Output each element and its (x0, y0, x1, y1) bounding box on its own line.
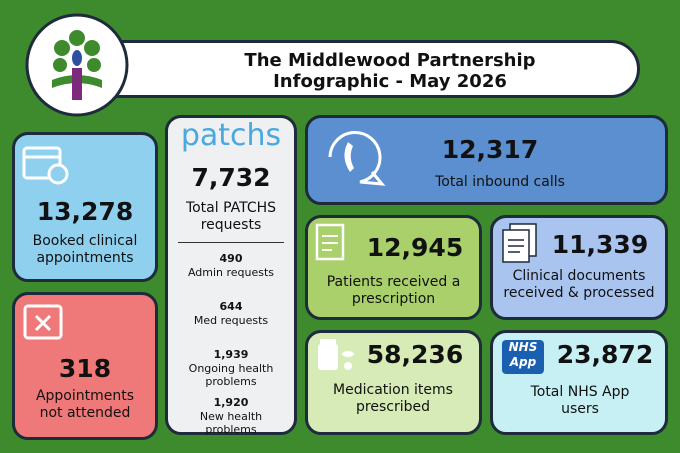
dna-card (12, 292, 158, 440)
booked-value: 13,278 (36, 197, 134, 226)
documents-label: Clinical documents received & processed (503, 268, 655, 301)
medication-icon (318, 339, 354, 370)
divider (178, 242, 284, 243)
prescription-value: 12,945 (366, 233, 464, 262)
prescription-card (305, 215, 482, 320)
patchs-item-label: Ongoing health problems (188, 362, 274, 388)
dna-value: 318 (58, 354, 112, 383)
prescription-icon (315, 223, 345, 261)
title: The Middlewood Partnership Infographic -… (140, 50, 640, 92)
patchs-item-label: Med requests (193, 314, 269, 327)
booked-card (12, 132, 158, 282)
header (40, 40, 640, 98)
patchs-card (165, 115, 297, 435)
patchs-item-label: Admin requests (187, 266, 275, 279)
cancel-icon (23, 304, 63, 340)
patchs-logo: patchs (180, 118, 282, 153)
nhsapp-label: Total NHS App users (530, 384, 630, 417)
title-line: The Middlewood Partnership (244, 50, 536, 71)
documents-card (490, 215, 668, 320)
calendar-icon (22, 146, 69, 185)
prescription-label: Patients received a prescription (326, 274, 461, 307)
medication-label: Medication items prescribed (333, 382, 453, 415)
dna-label: Appointments not attended (35, 388, 135, 421)
patchs-item-value: 644 (219, 300, 243, 313)
patchs-item-value: 1,939 (213, 348, 249, 361)
calls-value: 12,317 (441, 135, 539, 164)
calls-label: Total inbound calls (435, 174, 565, 190)
patchs-item-value: 490 (219, 252, 243, 265)
documents-icon (502, 223, 537, 263)
patchs-item-value: 1,920 (213, 396, 249, 409)
logo (25, 13, 129, 117)
calls-card (305, 115, 668, 205)
patchs-label: Total PATCHS requests (185, 200, 277, 233)
medication-value: 58,236 (366, 340, 464, 369)
badge-text: NHS (508, 340, 538, 354)
documents-value: 11,339 (551, 230, 649, 259)
booked-label: Booked clinical appointments (32, 233, 138, 266)
patchs-item-label: New health problems (199, 410, 263, 436)
phone-icon (328, 131, 386, 186)
patchs-value: 7,732 (191, 163, 271, 192)
badge-text: App (509, 355, 537, 369)
nhs-badge: NHS App (502, 340, 544, 374)
title-line: Infographic - May 2026 (273, 71, 507, 92)
nhsapp-value: 23,872 (556, 340, 654, 369)
